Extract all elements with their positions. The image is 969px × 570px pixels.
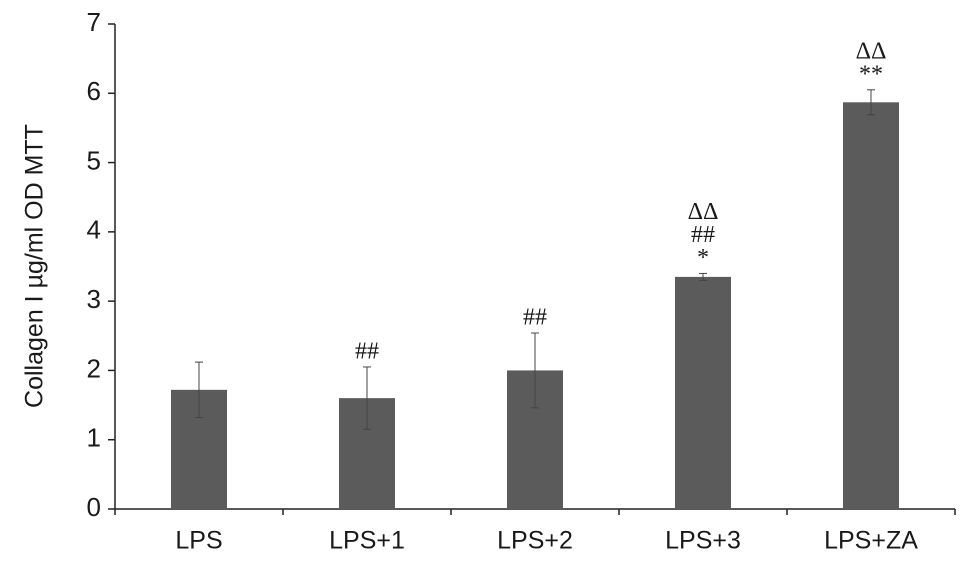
annotation: ## [691,222,715,248]
y-tick-label: 1 [87,423,101,453]
y-tick-label: 0 [87,492,101,522]
y-tick-label: 4 [87,215,101,245]
annotation: ΔΔ [688,199,719,225]
y-tick-label: 7 [87,7,101,37]
x-tick-label: LPS+ZA [824,527,918,555]
bar [675,276,731,509]
y-axis-label: Collagen I µg/ml OD MTT [21,124,49,408]
annotation: ΔΔ [856,38,887,64]
x-tick-label: LPS [175,527,222,555]
y-tick-label: 6 [87,76,101,106]
error-bar [867,89,875,116]
y-tick-label: 5 [87,145,101,175]
x-tick-label: LPS+3 [665,527,741,555]
annotation: ** [859,61,883,87]
x-tick-label: LPS+1 [329,527,405,555]
annotation: * [697,245,709,271]
error-bar [699,272,707,281]
y-tick-label: 2 [87,353,101,383]
error-bar [531,332,539,409]
error-bar [195,361,203,419]
x-tick-label: LPS+2 [497,527,573,555]
annotation: ## [523,305,547,331]
bar [843,102,899,510]
error-bar [363,366,371,430]
annotation: ## [355,338,379,364]
y-tick-label: 3 [87,284,101,314]
